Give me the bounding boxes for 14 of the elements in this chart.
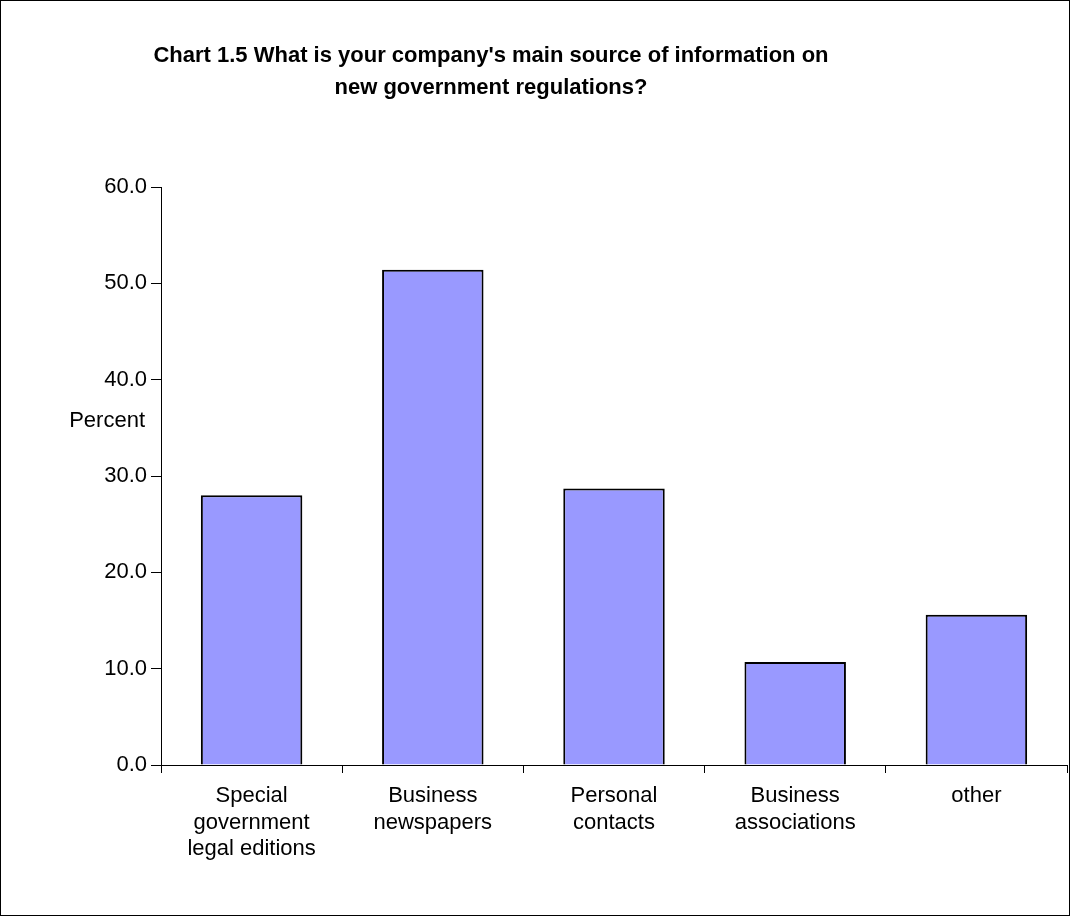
x-tick-label: Business associations: [734, 782, 856, 834]
y-tick-label: 60.0: [104, 173, 147, 199]
y-tick-label: 20.0: [104, 558, 147, 584]
chart-title: Chart 1.5 What is your company's main source of information on new government regulations?: [152, 41, 830, 101]
x-tick-label: Personal contacts: [570, 782, 658, 834]
y-tick-label: 30.0: [104, 462, 147, 488]
x-tick-label: Business newspapers: [373, 782, 493, 834]
x-tick-label: Special government legal editions: [187, 782, 316, 861]
x-tick-label: other: [951, 782, 1002, 808]
y-tick-label: 50.0: [104, 269, 147, 295]
y-tick-label: 40.0: [104, 365, 147, 391]
y-tick-label: 0.0: [116, 751, 147, 777]
y-axis-title: Percent: [69, 406, 145, 432]
y-tick-label: 10.0: [104, 654, 147, 680]
